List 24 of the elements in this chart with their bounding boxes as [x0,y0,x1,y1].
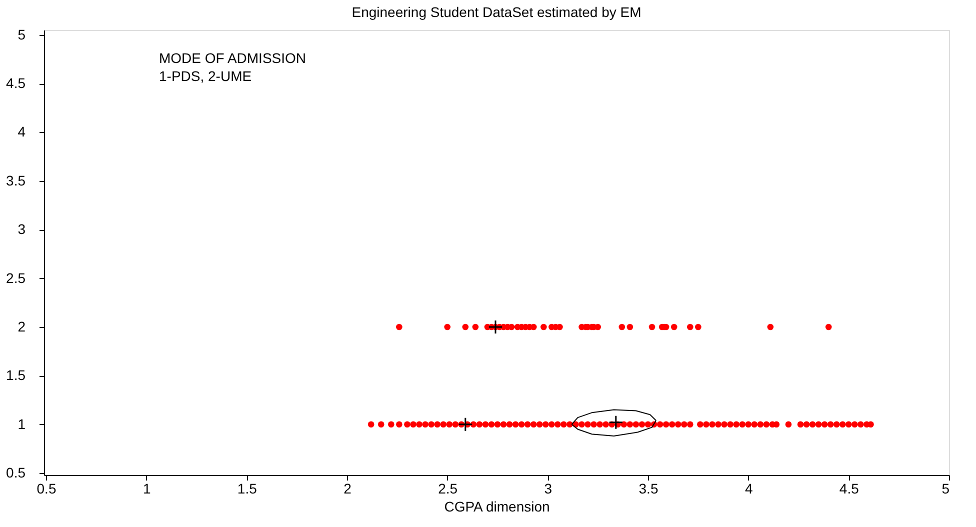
y-tick-label: 2 [18,318,26,334]
x-tick-label: 3.5 [638,480,658,496]
annotation: MODE OF ADMISSION [159,50,306,66]
y-tick-label: 2.5 [6,270,26,286]
x-tick-label: 4 [744,480,753,496]
x-tick-label: 1.5 [237,480,258,496]
y-tick-label: 3 [18,221,26,238]
y-tick-label: 1 [18,416,26,432]
x-tick-label: 2.5 [438,480,458,496]
x-tick-label: 0.5 [36,480,56,496]
x-tick-label: 1 [142,480,151,496]
x-tick-label: 5 [942,480,950,496]
x-axis-title: CGPA dimension [444,498,550,514]
x-tick-label: 4.5 [839,480,860,496]
chart-title: Engineering Student DataSet estimated by EM [352,4,642,20]
annotation: 1-PDS, 2-UME [159,68,252,84]
x-tick-label: 3 [544,480,552,496]
y-tick-label: 4.5 [6,75,26,92]
y-tick-label: 3.5 [6,172,26,188]
y-tick-label: 1.5 [6,367,26,384]
y-tick-label: 0.5 [6,464,26,481]
x-tick-label: 2 [344,480,352,496]
y-tick-label: 5 [18,26,26,42]
y-tick-label: 4 [18,124,26,140]
